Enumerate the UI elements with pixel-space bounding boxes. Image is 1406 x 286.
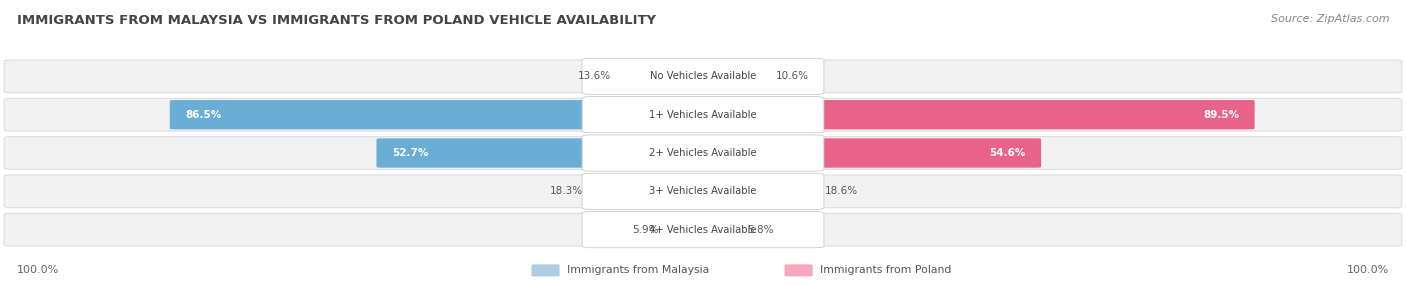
- Text: 52.7%: 52.7%: [392, 148, 429, 158]
- Text: 2+ Vehicles Available: 2+ Vehicles Available: [650, 148, 756, 158]
- Text: 100.0%: 100.0%: [17, 265, 59, 275]
- Text: No Vehicles Available: No Vehicles Available: [650, 72, 756, 81]
- Text: 5.9%: 5.9%: [631, 225, 658, 235]
- Text: 54.6%: 54.6%: [990, 148, 1026, 158]
- Text: 3+ Vehicles Available: 3+ Vehicles Available: [650, 186, 756, 196]
- FancyBboxPatch shape: [699, 100, 1254, 129]
- FancyBboxPatch shape: [531, 264, 560, 276]
- FancyBboxPatch shape: [170, 100, 707, 129]
- FancyBboxPatch shape: [616, 62, 707, 91]
- FancyBboxPatch shape: [4, 98, 1402, 131]
- FancyBboxPatch shape: [4, 175, 1402, 208]
- FancyBboxPatch shape: [4, 60, 1402, 93]
- FancyBboxPatch shape: [582, 212, 824, 248]
- FancyBboxPatch shape: [699, 138, 1042, 168]
- Text: 5.8%: 5.8%: [747, 225, 773, 235]
- Text: 89.5%: 89.5%: [1204, 110, 1239, 120]
- Text: Immigrants from Poland: Immigrants from Poland: [820, 265, 950, 275]
- FancyBboxPatch shape: [586, 177, 707, 206]
- FancyBboxPatch shape: [377, 138, 707, 168]
- FancyBboxPatch shape: [662, 215, 707, 244]
- Text: 13.6%: 13.6%: [578, 72, 612, 81]
- FancyBboxPatch shape: [4, 137, 1402, 169]
- Text: 10.6%: 10.6%: [776, 72, 810, 81]
- FancyBboxPatch shape: [582, 135, 824, 171]
- FancyBboxPatch shape: [699, 177, 821, 206]
- Text: 18.6%: 18.6%: [825, 186, 858, 196]
- Text: 86.5%: 86.5%: [186, 110, 222, 120]
- Text: Immigrants from Malaysia: Immigrants from Malaysia: [567, 265, 709, 275]
- FancyBboxPatch shape: [582, 58, 824, 94]
- FancyBboxPatch shape: [699, 215, 742, 244]
- Text: 4+ Vehicles Available: 4+ Vehicles Available: [650, 225, 756, 235]
- FancyBboxPatch shape: [582, 173, 824, 209]
- Text: 100.0%: 100.0%: [1347, 265, 1389, 275]
- Text: 18.3%: 18.3%: [550, 186, 582, 196]
- FancyBboxPatch shape: [4, 213, 1402, 246]
- FancyBboxPatch shape: [699, 62, 772, 91]
- Text: IMMIGRANTS FROM MALAYSIA VS IMMIGRANTS FROM POLAND VEHICLE AVAILABILITY: IMMIGRANTS FROM MALAYSIA VS IMMIGRANTS F…: [17, 14, 657, 27]
- Text: 1+ Vehicles Available: 1+ Vehicles Available: [650, 110, 756, 120]
- FancyBboxPatch shape: [582, 97, 824, 133]
- FancyBboxPatch shape: [785, 264, 813, 276]
- Text: Source: ZipAtlas.com: Source: ZipAtlas.com: [1271, 14, 1389, 24]
